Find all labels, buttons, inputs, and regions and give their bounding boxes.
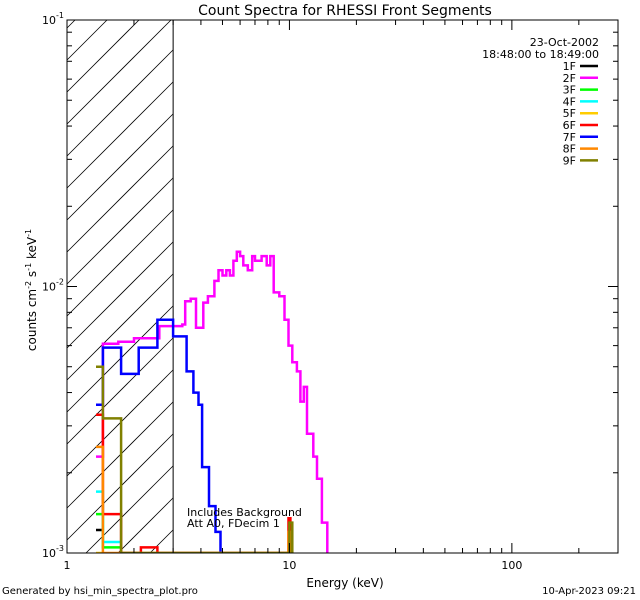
legend-label-4f: 4F (563, 95, 576, 108)
hatch-line (85, 465, 174, 554)
observation-date: 23-Oct-2002 (530, 36, 599, 49)
x-tick-label: 10 (282, 559, 296, 572)
legend-label-3f: 3F (563, 84, 576, 97)
y-axis-label-mid2: keV (25, 236, 39, 263)
hatch-line (66, 19, 76, 29)
hatch-line (66, 19, 172, 125)
hatch-line (66, 209, 174, 317)
hatch-line (117, 497, 174, 554)
hatch-line (66, 145, 174, 253)
hatch-line (149, 529, 174, 554)
plot-frame (66, 19, 619, 554)
series-line-6f (96, 413, 292, 553)
chart-title: Count Spectra for RHESSI Front Segments (198, 3, 492, 19)
observation-time-range: 18:48:00 to 18:49:00 (482, 48, 599, 61)
annotation-background: Includes Background (187, 506, 302, 519)
legend-label-6f: 6F (563, 119, 576, 132)
legend-label-8f: 8F (563, 143, 576, 156)
hatch-line (66, 49, 174, 157)
legend-label-5f: 5F (563, 107, 576, 120)
series-line-8f (96, 445, 293, 553)
y-axis-label-sup1: -2 (24, 281, 33, 289)
annotation-attenuator: Att A0, FDecim 1 (187, 517, 280, 530)
y-axis-label-sup2: -1 (24, 263, 33, 271)
x-tick-label: 100 (501, 559, 522, 572)
y-tick-label: 10-1 (42, 11, 64, 27)
series-line-4f (96, 490, 122, 544)
series-line-7f (96, 318, 222, 553)
hatch-line (66, 273, 174, 381)
y-tick-label: 10-3 (42, 544, 64, 560)
hatch-line (66, 113, 174, 221)
legend-label-1f: 1F (563, 60, 576, 73)
hatch-line (66, 19, 140, 93)
footer-timestamp: 10-Apr-2023 09:21 (542, 586, 636, 597)
y-axis-label-sup3: -1 (24, 229, 33, 237)
legend-label-7f: 7F (563, 131, 576, 144)
y-axis-label: counts cm-2 s-1 keV-1 (24, 229, 39, 351)
series-line-9f (96, 365, 294, 553)
footer-generated-by: Generated by hsi_min_spectra_plot.pro (2, 586, 198, 597)
legend-label-9f: 9F (563, 154, 576, 167)
hatch-line (66, 337, 174, 445)
series-group (96, 250, 329, 553)
y-tick-label: 10-2 (42, 278, 64, 294)
y-axis-label-main: counts cm (25, 289, 39, 351)
legend-label-2f: 2F (563, 72, 576, 85)
y-tick-labels: 10-1 10-2 10-3 (42, 11, 64, 560)
hatch-line (66, 81, 174, 189)
y-axis-label-mid: s (25, 271, 39, 281)
hatch-line (66, 177, 174, 285)
x-tick-labels: 1 10 100 (64, 559, 523, 572)
hatch-line (66, 19, 108, 61)
axis-ticks (66, 19, 619, 554)
series-line-2f (96, 250, 329, 553)
x-tick-label: 1 (64, 559, 71, 572)
x-axis-label: Energy (keV) (306, 576, 383, 590)
hatch-line (66, 241, 174, 349)
